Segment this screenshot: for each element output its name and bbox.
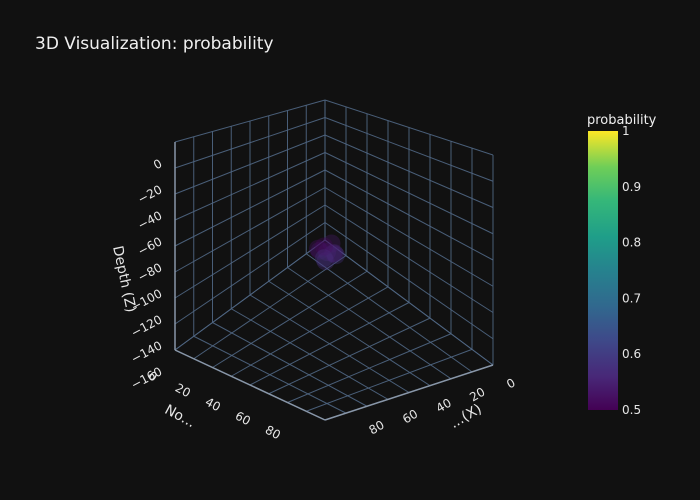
- data-point[interactable]: [315, 249, 333, 268]
- grid-line: [324, 187, 494, 287]
- grid-line: [324, 134, 494, 208]
- grid-line: [324, 117, 494, 182]
- data-point[interactable]: [309, 239, 327, 258]
- x-tick-label: 20: [467, 385, 487, 405]
- grid-line: [174, 152, 326, 221]
- y-tick-label: 20: [173, 381, 193, 401]
- data-point[interactable]: [327, 246, 345, 265]
- y-axis-title: No...: [162, 402, 198, 431]
- grid-line: [306, 348, 473, 412]
- chart-title: 3D Visualization: probability: [35, 34, 274, 54]
- data-point[interactable]: [324, 244, 342, 263]
- z-tick-label: −80: [135, 260, 164, 284]
- grid-line: [193, 255, 347, 360]
- data-point[interactable]: [310, 241, 329, 260]
- z-tick-label: −120: [129, 312, 165, 340]
- z-tick-label: −20: [135, 182, 164, 206]
- grid-line: [174, 239, 326, 351]
- grid-line: [324, 152, 494, 235]
- grid-line: [174, 222, 326, 325]
- x-tick-label: 0: [504, 376, 518, 392]
- colorbar-tick-label: 0.8: [622, 236, 641, 250]
- data-point[interactable]: [325, 244, 344, 263]
- x-axis-line: [324, 364, 494, 421]
- grid-line: [324, 99, 494, 156]
- colorbar-gradient: [588, 131, 618, 410]
- grid-line: [287, 333, 452, 403]
- grid-line: [174, 134, 326, 195]
- grid-line: [324, 204, 494, 313]
- colorbar-tick-label: 0.9: [622, 180, 641, 194]
- colorbar-tick-label: 0.5: [622, 403, 641, 417]
- data-point[interactable]: [322, 234, 341, 253]
- grid-line: [174, 204, 326, 299]
- y-tick-label: 40: [203, 395, 223, 415]
- z-axis-title: Depth (Z): [109, 244, 139, 313]
- data-point[interactable]: [318, 243, 336, 261]
- z-tick-label: 0: [151, 156, 164, 172]
- grid-line: [231, 286, 389, 377]
- x-axis-title: ...(X): [447, 401, 484, 432]
- grid-line: [249, 302, 410, 386]
- colorbar-tick-label: 1: [622, 124, 630, 138]
- y-axis-line: [174, 349, 326, 421]
- grid-line: [268, 317, 431, 395]
- x-tick-label: 80: [366, 418, 386, 438]
- colorbar-title: probability: [587, 113, 657, 128]
- z-tick-label: −60: [135, 234, 164, 258]
- y-tick-label: 80: [263, 423, 283, 443]
- z-tick-label: −140: [129, 338, 165, 366]
- z-tick-label: −40: [135, 208, 164, 232]
- x-tick-label: 40: [434, 396, 454, 416]
- data-point[interactable]: [315, 237, 333, 256]
- y-tick-label: 60: [233, 409, 253, 429]
- data-point[interactable]: [316, 252, 335, 271]
- grid-line: [324, 169, 494, 261]
- grid-line: [174, 169, 326, 247]
- x-tick-label: 60: [400, 407, 420, 427]
- grid-line: [174, 187, 326, 273]
- grid-line: [174, 99, 326, 143]
- colorbar: probability 1 0.9 0.8 0.7 0.6 0.5: [587, 113, 657, 417]
- colorbar-tick-label: 0.6: [622, 347, 641, 361]
- grid-line: [212, 270, 368, 368]
- colorbar-tick-label: 0.7: [622, 291, 641, 305]
- grid-line: [174, 117, 326, 169]
- grid-line: [324, 222, 494, 340]
